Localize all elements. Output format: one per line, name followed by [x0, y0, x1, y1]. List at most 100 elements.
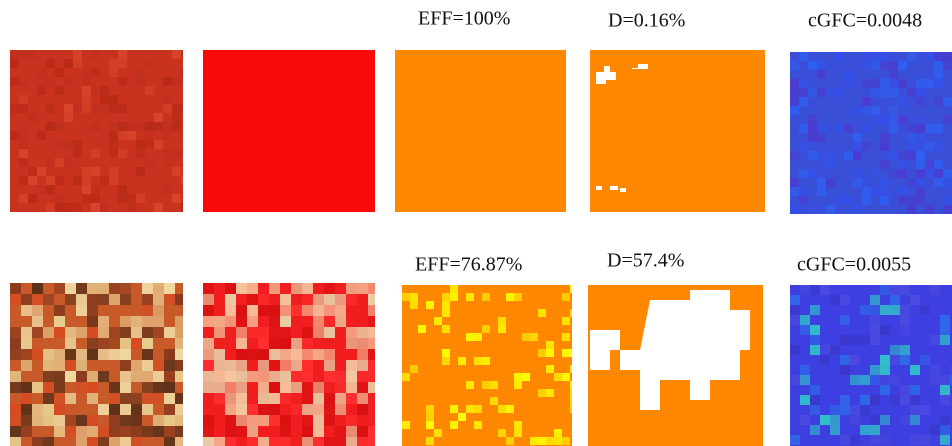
texture-cell: [65, 349, 76, 360]
texture-cell: [844, 70, 853, 79]
texture-cell: [810, 425, 820, 435]
texture-cell: [214, 437, 225, 446]
texture-cell: [131, 404, 142, 415]
texture-cell: [65, 393, 76, 404]
texture-cell: [810, 385, 820, 395]
texture-cell: [91, 185, 100, 194]
texture-cell: [808, 133, 817, 142]
texture-cell: [214, 393, 225, 404]
texture-cell: [43, 393, 54, 404]
texture-cell: [269, 283, 280, 294]
texture-cell: [808, 61, 817, 70]
texture-cell: [203, 371, 214, 382]
texture-cell: [889, 106, 898, 115]
texture-cell: [98, 371, 109, 382]
panel-label: EFF=76.87%: [415, 254, 522, 276]
texture-cell: [32, 382, 43, 393]
texture-cell: [163, 122, 172, 131]
texture-cell: [940, 425, 950, 435]
texture-cell: [554, 309, 562, 317]
texture-cell: [790, 345, 800, 355]
texture-cell: [346, 437, 357, 446]
texture-cell: [302, 415, 313, 426]
texture-cell: [368, 305, 375, 316]
texture-cell: [880, 375, 890, 385]
texture-cell: [357, 283, 368, 294]
texture-cell: [37, 167, 46, 176]
texture-cell: [21, 360, 32, 371]
texture-cell: [346, 393, 357, 404]
texture-cell: [236, 404, 247, 415]
texture-cell: [164, 327, 175, 338]
texture-cell: [21, 305, 32, 316]
texture-cell: [302, 327, 313, 338]
texture-cell: [850, 435, 860, 445]
texture-cell: [871, 79, 880, 88]
texture-cell: [910, 395, 920, 405]
texture-cell: [934, 61, 943, 70]
texture-cell: [280, 437, 291, 446]
texture-cell: [269, 305, 280, 316]
texture-cell: [203, 294, 214, 305]
texture-cell: [64, 104, 73, 113]
texture-cell: [269, 382, 280, 393]
texture-cell: [538, 309, 546, 317]
texture-cell: [538, 349, 546, 357]
texture-cell: [73, 59, 82, 68]
texture-cell: [46, 59, 55, 68]
texture-cell: [269, 371, 280, 382]
texture-cell: [32, 437, 43, 446]
texture-cell: [203, 305, 214, 316]
texture-cell: [291, 305, 302, 316]
texture-cell: [313, 393, 324, 404]
texture-cell: [830, 295, 840, 305]
texture-cell: [313, 294, 324, 305]
texture-cell: [269, 437, 280, 446]
texture-cell: [890, 285, 900, 295]
texture-cell: [120, 327, 131, 338]
texture-cell: [164, 294, 175, 305]
texture-cell: [247, 437, 258, 446]
texture-cell: [302, 294, 313, 305]
texture-cell: [817, 151, 826, 160]
texture-cell: [514, 365, 522, 373]
texture-cell: [172, 104, 181, 113]
texture-cell: [870, 335, 880, 345]
texture-cell: [506, 397, 514, 405]
texture-cell: [46, 203, 55, 212]
texture-cell: [91, 167, 100, 176]
texture-cell: [871, 88, 880, 97]
texture-cell: [910, 295, 920, 305]
texture-cell: [907, 151, 916, 160]
texture-cell: [247, 316, 258, 327]
texture-cell: [900, 305, 910, 315]
panel-label: cGFC=0.0048: [808, 10, 922, 32]
texture-cell: [880, 305, 890, 315]
texture-cell: [426, 421, 434, 429]
texture-cell: [790, 187, 799, 196]
texture-cell: [930, 425, 940, 435]
texture-cell: [172, 194, 181, 203]
texture-cell: [73, 95, 82, 104]
texture-cell: [203, 338, 214, 349]
texture-cell: [934, 79, 943, 88]
texture-cell: [458, 333, 466, 341]
texture-cell: [840, 295, 850, 305]
texture-cell: [907, 196, 916, 205]
texture-cell: [880, 187, 889, 196]
texture-cell: [131, 338, 142, 349]
texture-cell: [291, 371, 302, 382]
texture-cell: [109, 382, 120, 393]
texture-cell: [925, 124, 934, 133]
texture-cell: [164, 382, 175, 393]
texture-cell: [402, 421, 410, 429]
texture-cell: [225, 382, 236, 393]
texture-cell: [324, 283, 335, 294]
texture-cell: [820, 355, 830, 365]
texture-cell: [10, 426, 21, 437]
panel-label: cGFC=0.0055: [797, 254, 911, 276]
texture-cell: [860, 425, 870, 435]
texture-cell: [466, 309, 474, 317]
texture-cell: [43, 327, 54, 338]
